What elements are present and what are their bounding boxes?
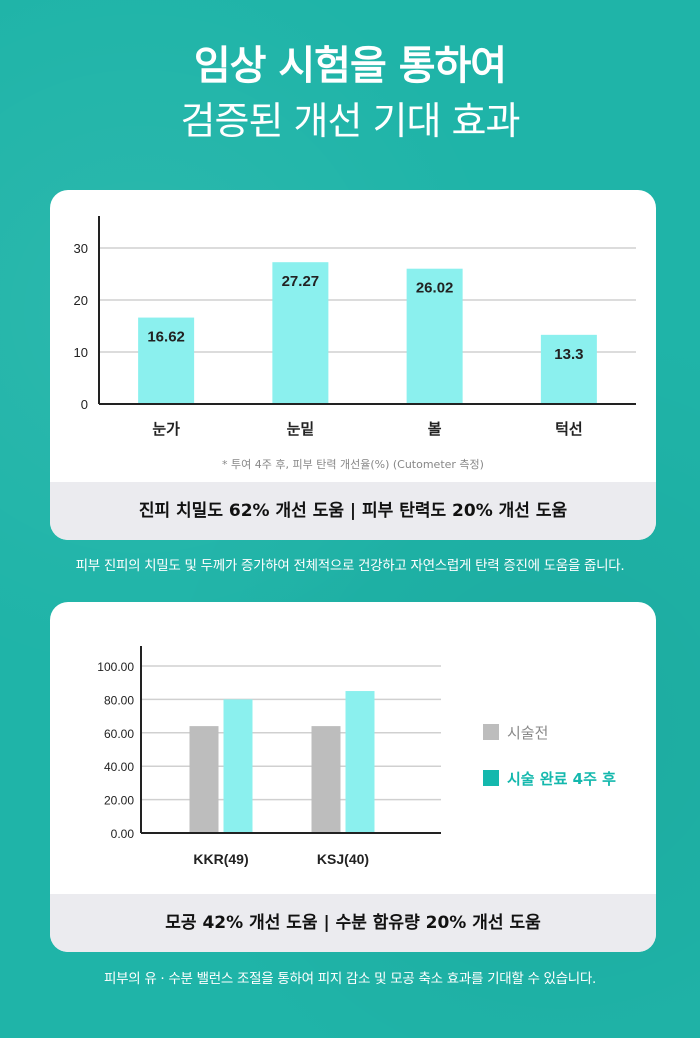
chart-footnote: * 투여 4주 후, 피부 탄력 개선율(%) (Cutometer 측정): [222, 458, 484, 471]
y-tick-label: 20.00: [104, 794, 134, 808]
bar-value-label: 26.02: [416, 280, 454, 297]
legend-swatch-before: [483, 724, 499, 740]
legend-label-before: 시술전: [507, 723, 549, 742]
elasticity-summary: 진피 치밀도 62% 개선 도움 | 피부 탄력도 20% 개선 도움: [50, 482, 656, 540]
legend-swatch-after: [483, 770, 499, 786]
y-tick-label: 80.00: [104, 693, 134, 707]
pore-card: 0.00 20.00 40.00 60.00 80.00 100.00 KKR(49) KSJ…: [50, 602, 656, 952]
pore-caption: 피부의 유 · 수분 밸런스 조절을 통하여 피지 감소 및 모공 축소 효과를…: [103, 971, 597, 987]
bar: [540, 334, 597, 404]
hero-title-line1: 임상 시험을 통하여: [193, 43, 507, 89]
y-tick-label: 40.00: [104, 760, 134, 774]
elasticity-chart: 0 10 20 30 16.62 눈가 27.27 눈밑 26.02 볼 13.3 턱선: [50, 190, 656, 482]
y-tick-label: 30: [74, 241, 88, 256]
pore-summary: 모공 42% 개선 도움 | 수분 함유량 20% 개선 도움: [50, 894, 656, 952]
elasticity-card: 0 10 20 30 16.62 눈가 27.27 눈밑 26.02 볼 13.3 턱선 * 투여 4…: [50, 190, 656, 540]
bar-value-label: 27.27: [282, 273, 320, 290]
bar: [406, 268, 463, 404]
elasticity-caption: 피부 진피의 치밀도 및 두께가 증가하여 전체적으로 건강하고 자연스럽게 탄…: [75, 558, 625, 574]
elasticity-bar-chart-svg: 0 10 20 30 16.62 눈가 27.27 눈밑 26.02 볼 13.3 턱선: [74, 216, 636, 438]
x-category-label: 볼: [428, 420, 442, 438]
x-category-label: 눈가: [152, 420, 180, 438]
x-category-label: KKR(49): [193, 851, 248, 867]
y-tick-label: 60.00: [104, 727, 134, 741]
bar-before: [189, 726, 219, 833]
bar-value-label: 16.62: [147, 329, 185, 346]
bar: [138, 317, 195, 404]
legend-item-after: 시술 완료 4주 후: [483, 768, 616, 788]
x-category-label: 눈밑: [287, 420, 315, 438]
y-tick-label: 100.00: [97, 660, 134, 674]
y-tick-label: 10: [74, 345, 88, 360]
hero-header: 임상 시험을 통하여 검증된 개선 기대 효과: [0, 38, 700, 148]
y-tick-label: 0.00: [111, 827, 135, 841]
y-tick-label: 0: [81, 397, 88, 412]
x-category-label: 턱선: [555, 420, 583, 438]
legend-item-before: 시술전: [483, 722, 616, 742]
bar: [272, 262, 329, 404]
bar-before: [311, 726, 341, 833]
pore-chart: 0.00 20.00 40.00 60.00 80.00 100.00 KKR(49) KSJ…: [50, 602, 656, 894]
bar-after: [345, 691, 375, 833]
bar-value-label: 13.3: [554, 346, 583, 363]
y-tick-label: 20: [74, 293, 88, 308]
legend-label-after: 시술 완료 4주 후: [507, 769, 616, 788]
chart-legend: 시술전 시술 완료 4주 후: [483, 722, 616, 814]
hero-title-line2: 검증된 개선 기대 효과: [180, 99, 521, 143]
bar-after: [223, 699, 253, 833]
pore-bar-chart-svg: 0.00 20.00 40.00 60.00 80.00 100.00 KKR(49) KSJ…: [97, 646, 441, 867]
x-category-label: KSJ(40): [317, 851, 369, 867]
